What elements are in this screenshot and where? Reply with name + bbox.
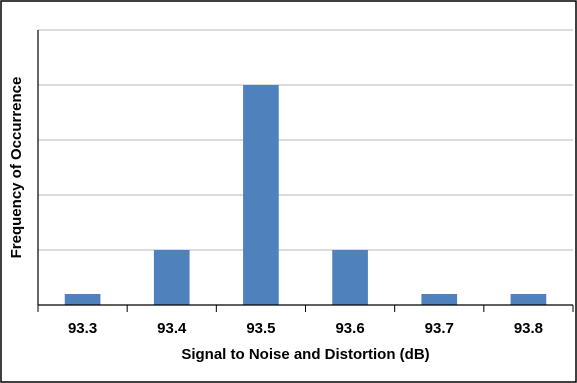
bar-93.3 [64, 294, 101, 305]
bar-93.6 [332, 250, 368, 305]
bar-93.4 [153, 250, 190, 305]
gridlines [38, 29, 573, 251]
bar-93.5 [243, 85, 279, 305]
bar-93.8 [510, 294, 547, 305]
bar-93.7 [421, 294, 458, 305]
x-tick-label-93.5: 93.5 [246, 320, 275, 337]
x-tick-label-93.3: 93.3 [68, 320, 97, 337]
tick-labels: 93.3 93.4 93.5 93.6 93.7 93.8 [68, 320, 543, 337]
x-tick-label-93.7: 93.7 [425, 320, 454, 337]
bars [64, 85, 547, 305]
y-axis-title: Frequency of Occurrence [8, 77, 25, 259]
x-axis-title: Signal to Noise and Distortion (dB) [181, 346, 429, 363]
axes [37, 30, 574, 312]
x-tick-label-93.6: 93.6 [335, 320, 364, 337]
x-tick-label-93.8: 93.8 [514, 320, 543, 337]
x-tick-label-93.4: 93.4 [157, 320, 187, 337]
